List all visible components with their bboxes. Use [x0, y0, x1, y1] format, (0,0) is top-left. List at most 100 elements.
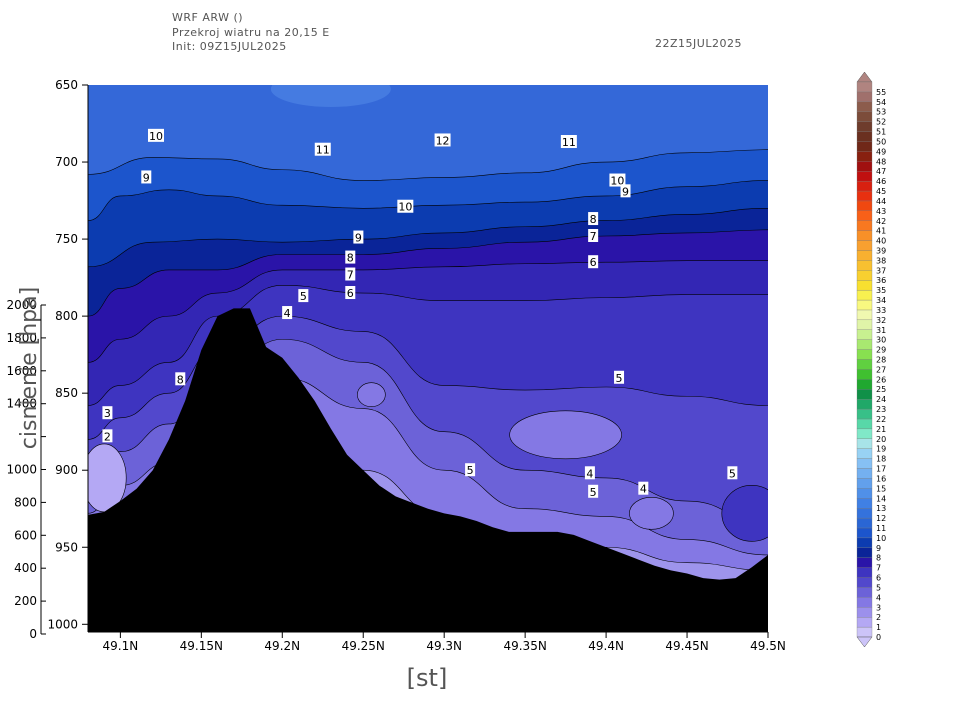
colorbar-swatch: [856, 280, 873, 291]
blob-5: [721, 485, 768, 542]
colorbar-swatch: [856, 369, 873, 380]
colorbar-swatch: [856, 567, 873, 578]
colorbar-swatch: [856, 349, 873, 360]
contour-label-text: 5: [590, 486, 597, 499]
height-axis: 0 200 400 600 800 1000 1400 1600 1800 2000: [6, 298, 46, 641]
x-tick-label: 49.2N: [264, 639, 300, 653]
height-tick-label: 1800: [6, 331, 37, 345]
colorbar-swatch: [856, 299, 873, 311]
height-tick-label: 1400: [6, 397, 37, 411]
colorbar-swatch: [856, 329, 873, 340]
height-tick-label: 200: [14, 594, 37, 608]
band-core: [270, 85, 391, 107]
contour-label-text: 9: [143, 171, 150, 184]
colorbar-swatch: [856, 230, 873, 241]
colorbar-swatch: [856, 180, 873, 192]
colorbar-label: 4: [876, 593, 881, 602]
contour-label-bg: [588, 255, 599, 269]
colorbar-swatch: [856, 617, 873, 628]
colorbar-label: 35: [876, 286, 886, 295]
colorbar-label: 8: [876, 554, 881, 563]
contour-label: 5: [614, 370, 625, 385]
colorbar-max-arrow: [856, 71, 873, 83]
colorbar-swatch: [856, 151, 873, 162]
contour-label: 11: [314, 142, 331, 157]
contour-label-bg: [345, 286, 356, 300]
contour-label: 5: [727, 466, 738, 480]
colorbar-swatch: [856, 81, 873, 93]
x-tick-label: 49.5N: [750, 639, 786, 653]
colorbar-label: 38: [876, 256, 886, 265]
contour-label: 5: [465, 463, 476, 477]
colorbar-label: 13: [876, 504, 886, 513]
colorbar-label: 49: [876, 147, 886, 156]
colorbar-label: 53: [876, 108, 886, 117]
colorbar-swatch: [856, 498, 873, 509]
contour-label-text: 4: [284, 307, 291, 320]
blob-4: [509, 410, 622, 460]
contour-label-bg: [345, 250, 356, 264]
colorbar-swatch: [856, 626, 873, 638]
contour-label: 6: [588, 255, 599, 269]
colorbar-swatch: [856, 428, 873, 439]
colorbar-swatch: [856, 478, 873, 489]
colorbar-label: 11: [876, 524, 886, 533]
x-tick-label: 49.45N: [665, 639, 708, 653]
contour-label: 5: [588, 484, 599, 499]
contour-label-bg: [298, 289, 309, 303]
colorbar-swatch: [856, 260, 873, 271]
contour-line-7: [88, 260, 768, 363]
colorbar-swatch: [856, 587, 873, 598]
contour-line-10: [88, 180, 768, 221]
contour-label-bg: [314, 142, 331, 156]
colorbar-swatch: [856, 131, 873, 142]
colorbar-label: 26: [876, 375, 886, 384]
colorbar-label: 1: [876, 623, 881, 632]
x-tick-label: 49.15N: [180, 639, 223, 653]
colorbar-label: 45: [876, 187, 886, 196]
colorbar-swatch: [856, 141, 873, 152]
contour-label-text: 8: [347, 252, 354, 265]
contour-label: 4: [638, 481, 649, 496]
contour-label: 9: [620, 184, 631, 198]
colorbar-min-arrow: [856, 636, 873, 648]
contour-label-text: 3: [104, 407, 111, 420]
contour-line-6: [88, 285, 768, 406]
contour-label-text: 6: [590, 256, 597, 269]
contour-label-text: 4: [640, 483, 647, 496]
x-tick-label: 49.3N: [426, 639, 462, 653]
y-axis-label: cisnienie [hpa]: [17, 287, 42, 449]
contour-label-bg: [638, 481, 649, 495]
colorbar-swatch: [856, 101, 873, 112]
height-tick-label: 2000: [6, 298, 37, 312]
contour-line-5: [88, 315, 768, 440]
contour-label: 8: [175, 372, 186, 386]
colorbar-swatch: [856, 448, 873, 459]
contour-label-text: 10: [149, 130, 163, 143]
contour-label-text: 9: [355, 232, 362, 245]
contour-label-bg: [353, 230, 364, 244]
contour-label: 8: [345, 250, 356, 265]
contour-label-text: 9: [622, 185, 629, 198]
colorbar-label: 16: [876, 474, 886, 483]
contour-label-text: 5: [300, 290, 307, 303]
contour-label-bg: [727, 466, 738, 480]
colorbar-swatch: [856, 468, 873, 479]
contour-label-text: 10: [398, 201, 412, 214]
contour-line-11: [88, 149, 768, 181]
contour-label-text: 7: [347, 269, 354, 282]
height-tick-label: 800: [14, 495, 37, 509]
contour-label-text: 2: [104, 430, 111, 443]
x-tick-label: 49.4N: [588, 639, 624, 653]
colorbar-swatch: [856, 508, 873, 519]
contour-label-text: 5: [467, 464, 474, 477]
colorbar-label: 34: [876, 296, 886, 305]
colorbar-swatch: [856, 537, 873, 548]
contour-label-text: 7: [590, 230, 597, 243]
colorbar-swatch: [856, 309, 873, 321]
colorbar-swatch: [856, 359, 873, 370]
colorbar-swatch: [856, 250, 873, 261]
colorbar-label: 9: [876, 544, 881, 553]
contour-label-bg: [397, 199, 414, 213]
